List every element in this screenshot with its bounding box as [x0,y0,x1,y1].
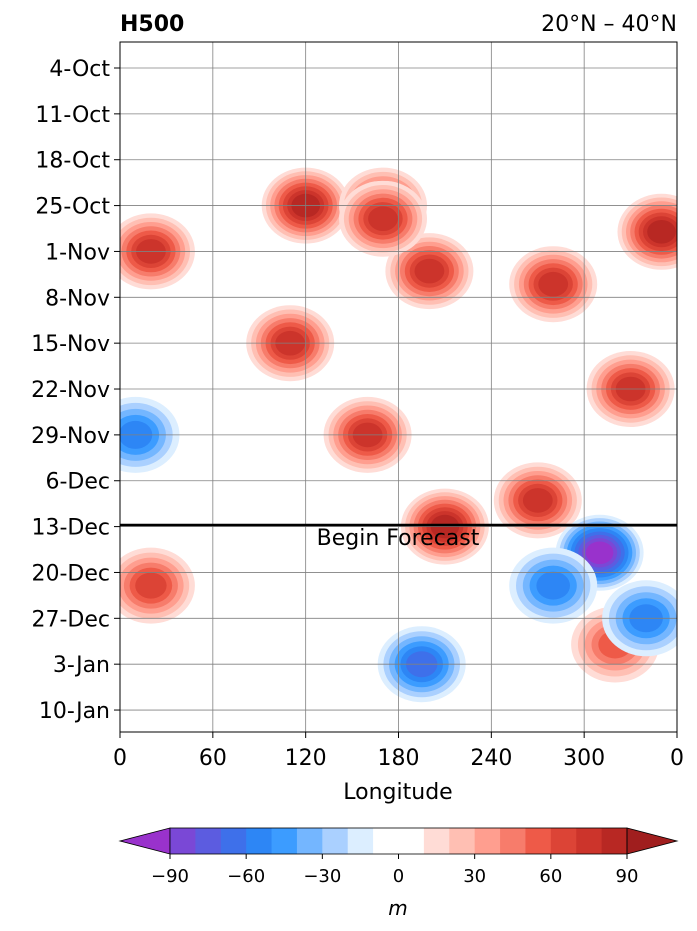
x-tick-label: 120 [285,746,327,771]
colorbar-segment [271,828,298,854]
y-tick-label: 6-Dec [45,470,110,495]
colorbar-segment [601,828,628,854]
colorbar-segment [347,828,374,854]
anomaly-contour [414,258,445,284]
y-tick-label: 20-Dec [31,561,110,586]
colorbar-segment [195,828,222,854]
y-tick-label: 18-Oct [35,149,110,174]
colorbar-tick-label: 30 [463,866,486,887]
colorbar-segment [474,828,501,854]
colorbar-segment [246,828,273,854]
colorbar-tick-label: 90 [616,866,639,887]
forecast-annotation: Begin Forecast [317,526,480,551]
anomaly-contour [135,572,167,599]
colorbar-segment [576,828,603,854]
colorbar-segment [220,828,247,854]
x-tick-label: 0 [670,746,684,771]
anomaly-contour [585,541,614,565]
anomaly-contour [647,220,676,244]
colorbar-segment [550,828,577,854]
anomaly-feature [509,547,598,624]
colorbar-tick-label: 60 [539,866,562,887]
x-axis-label: Longitude [343,780,452,805]
colorbar-segment [373,828,399,854]
colorbar-segment [423,828,450,854]
anomaly-feature [385,233,474,310]
anomaly-feature [339,180,427,257]
x-tick-label: 240 [470,746,512,771]
colorbar-tick-label: −90 [151,866,189,887]
y-tick-label: 15-Nov [31,332,110,357]
chart-title-left: H500 [120,12,184,37]
x-tick-label: 300 [563,746,605,771]
colorbar-label: m [388,896,407,920]
colorbar-segment [322,828,349,854]
colorbar-tick-label: −60 [227,866,265,887]
colorbar-segment [170,828,196,854]
y-tick-label: 22-Nov [31,378,110,403]
colorbar [118,827,679,855]
colorbar-extend-low [118,827,171,855]
y-axis-ticks: 4-Oct 11-Oct 18-Oct 25-Oct 1-Nov 8-Nov 15-Nov 2… [31,57,120,724]
y-tick-label: 13-Dec [31,516,110,541]
x-tick-label: 60 [199,746,227,771]
anomaly-contour [522,488,553,513]
y-tick-label: 25-Oct [35,195,110,220]
hovmoller-plot-area: Begin Forecast [119,41,678,733]
y-tick-label: 11-Oct [35,103,110,128]
y-tick-label: 27-Dec [31,607,110,632]
anomaly-feature [509,246,598,323]
anomaly-feature [120,547,195,624]
x-axis-ticks: 0 60 120 180 240 300 0 [113,732,684,771]
x-tick-label: 0 [113,746,127,771]
colorbar-segment [398,828,425,854]
colorbar-extend-high [626,827,679,855]
y-tick-label: 29-Nov [31,424,110,449]
y-tick-label: 10-Jan [39,699,110,724]
chart-title-right: 20°N – 40°N [541,12,677,37]
y-tick-label: 3-Jan [53,653,110,678]
anomaly-contour [368,206,398,231]
colorbar-tick-label: 0 [393,866,404,887]
colorbar-segment [449,828,476,854]
x-tick-label: 180 [378,746,420,771]
colorbar-tick-label: −30 [303,866,341,887]
y-tick-label: 8-Nov [45,286,110,311]
anomaly-feature [617,193,677,270]
colorbar-ticks: −90 −60 −30 0 30 60 90 [151,854,638,887]
y-tick-label: 1-Nov [45,240,110,265]
anomaly-contour [538,271,569,297]
colorbar-segment [296,828,323,854]
anomaly-feature [493,462,582,539]
colorbar-segment [500,828,526,854]
colorbar-segment [525,828,552,854]
y-tick-label: 4-Oct [49,57,110,82]
anomaly-contour [536,571,570,600]
